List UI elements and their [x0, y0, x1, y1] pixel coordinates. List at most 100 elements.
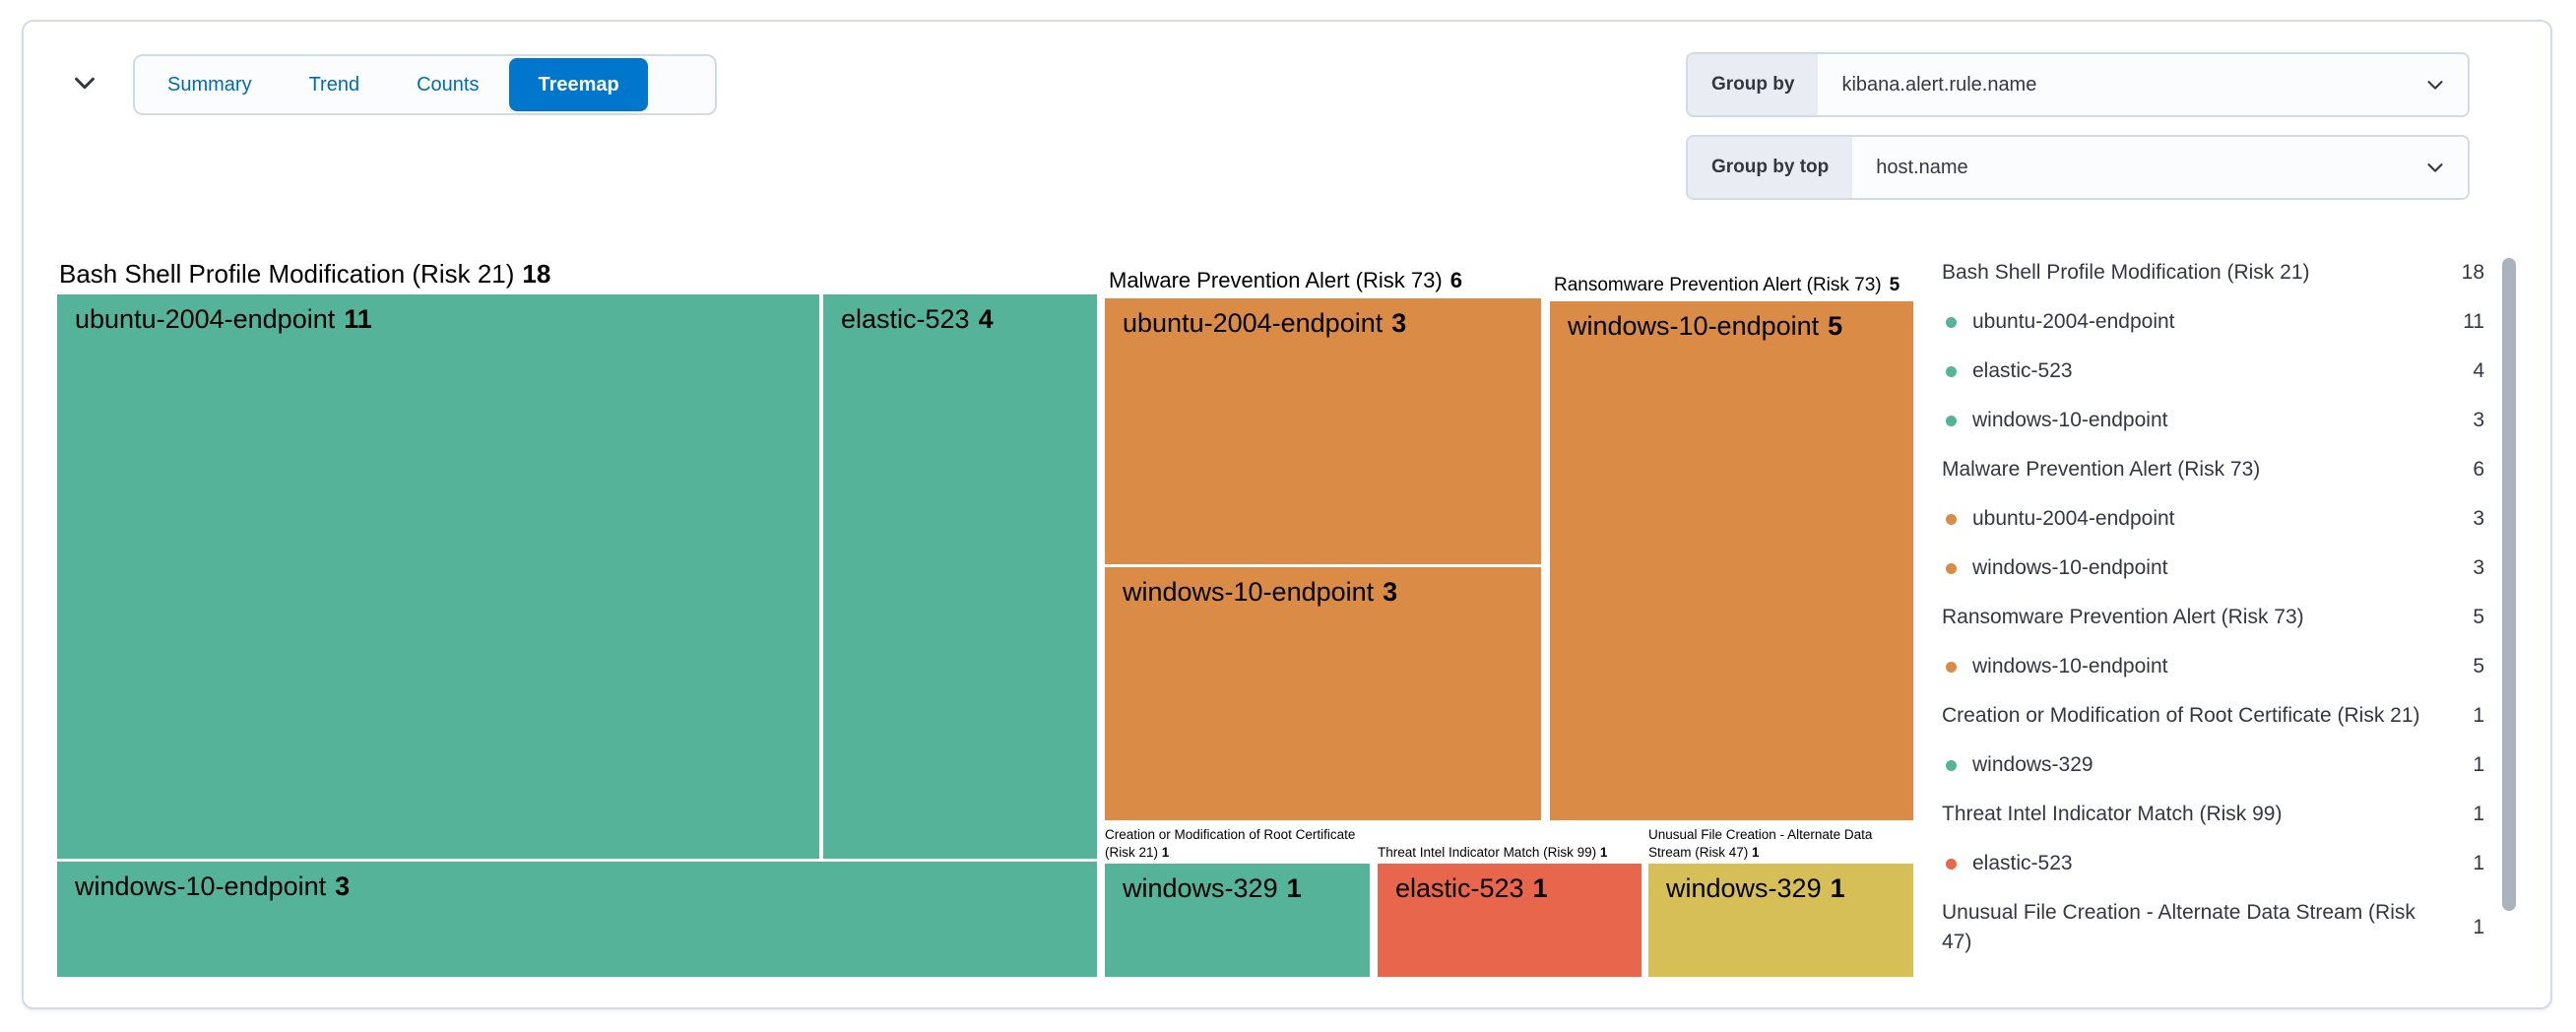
- block-count: 5: [1828, 311, 1843, 341]
- legend-count: 18: [2461, 261, 2484, 284]
- legend-group-row[interactable]: Creation or Modification of Root Certifi…: [1942, 691, 2484, 741]
- legend-label: windows-10-endpoint: [1972, 556, 2168, 579]
- treemap-group-header: Malware Prevention Alert (Risk 73) 6: [1109, 268, 1462, 293]
- legend-count: 1: [2473, 916, 2484, 938]
- legend-group-row[interactable]: Malware Prevention Alert (Risk 73) 6: [1942, 445, 2484, 494]
- legend-label: ubuntu-2004-endpoint: [1972, 507, 2175, 530]
- block-label: windows-10-endpoint: [75, 871, 327, 901]
- group-by-row: Group by kibana.alert.rule.name: [1686, 52, 2470, 117]
- legend-item-row[interactable]: windows-10-endpoint 3: [1942, 396, 2484, 445]
- legend-count: 11: [2463, 310, 2484, 333]
- legend-group-row[interactable]: Ransomware Prevention Alert (Risk 73) 5: [1942, 593, 2484, 642]
- tab-trend[interactable]: Trend: [281, 58, 389, 111]
- legend-item-row[interactable]: ubuntu-2004-endpoint 11: [1942, 297, 2484, 347]
- treemap-block[interactable]: windows-10-endpoint 5: [1550, 301, 1913, 820]
- view-mode-button-group: Summary Trend Counts Treemap: [133, 54, 717, 115]
- legend-item-row[interactable]: ubuntu-2004-endpoint 3: [1942, 494, 2484, 544]
- legend-color-dot: [1946, 415, 1957, 426]
- block-label: elastic-523: [841, 304, 970, 334]
- legend-count: 3: [2473, 409, 2484, 431]
- group-count: 1: [1752, 844, 1760, 860]
- group-count: 5: [1889, 275, 1900, 295]
- legend-count: 1: [2473, 704, 2484, 727]
- treemap-legend: Bash Shell Profile Modification (Risk 21…: [1942, 248, 2484, 967]
- treemap-block[interactable]: windows-329 1: [1648, 864, 1913, 977]
- legend-count: 3: [2473, 507, 2484, 530]
- legend-count: 3: [2473, 556, 2484, 579]
- treemap-block[interactable]: elastic-523 4: [823, 294, 1097, 859]
- treemap-group-header: Bash Shell Profile Modification (Risk 21…: [59, 259, 550, 290]
- legend-count: 6: [2473, 458, 2484, 481]
- legend-label: Ransomware Prevention Alert (Risk 73): [1942, 606, 2304, 628]
- tab-treemap[interactable]: Treemap: [509, 58, 648, 111]
- legend-color-dot: [1946, 858, 1957, 870]
- legend-label: Malware Prevention Alert (Risk 73): [1942, 458, 2261, 481]
- block-count: 11: [344, 304, 372, 334]
- legend-scrollbar-thumb[interactable]: [2502, 258, 2516, 911]
- treemap-block[interactable]: ubuntu-2004-endpoint 3: [1105, 298, 1541, 564]
- block-count: 1: [1830, 873, 1845, 903]
- group-by-select[interactable]: kibana.alert.rule.name: [1818, 54, 2468, 115]
- treemap-block[interactable]: ubuntu-2004-endpoint 11: [57, 294, 819, 859]
- group-name: Creation or Modification of Root Certifi…: [1105, 827, 1356, 860]
- block-count: 3: [335, 871, 351, 901]
- block-label: ubuntu-2004-endpoint: [75, 304, 336, 334]
- chevron-down-icon: [2422, 155, 2448, 180]
- block-count: 3: [1383, 577, 1398, 607]
- group-name: Unusual File Creation - Alternate Data S…: [1648, 827, 1873, 860]
- chevron-down-icon: [70, 68, 99, 97]
- legend-item-row[interactable]: windows-329 1: [1942, 741, 2484, 790]
- group-by-value: kibana.alert.rule.name: [1841, 73, 2037, 96]
- treemap-group-header: Creation or Modification of Root Certifi…: [1105, 826, 1383, 861]
- block-label: elastic-523: [1395, 873, 1524, 903]
- legend-color-dot: [1946, 562, 1957, 574]
- legend-count: 4: [2473, 359, 2484, 382]
- legend-count: 1: [2473, 803, 2484, 825]
- legend-label: elastic-523: [1972, 852, 2073, 874]
- legend-group-row[interactable]: Unusual File Creation - Alternate Data S…: [1942, 888, 2484, 967]
- legend-count: 1: [2473, 753, 2484, 776]
- chevron-down-icon: [2422, 72, 2448, 97]
- block-label: windows-329: [1123, 873, 1278, 903]
- block-label: ubuntu-2004-endpoint: [1123, 308, 1384, 338]
- legend-item-row[interactable]: elastic-523 1: [1942, 839, 2484, 888]
- treemap-block[interactable]: windows-329 1: [1105, 864, 1370, 977]
- collapse-panel-button[interactable]: [63, 63, 106, 102]
- legend-label: ubuntu-2004-endpoint: [1972, 310, 2175, 333]
- treemap-group-header: Unusual File Creation - Alternate Data S…: [1648, 826, 1902, 861]
- legend-label: Bash Shell Profile Modification (Risk 21…: [1942, 261, 2310, 284]
- legend-color-dot: [1946, 661, 1957, 673]
- legend-group-row[interactable]: Bash Shell Profile Modification (Risk 21…: [1942, 248, 2484, 297]
- block-count: 4: [978, 304, 994, 334]
- legend-color-dot: [1946, 759, 1957, 771]
- legend-group-row[interactable]: Threat Intel Indicator Match (Risk 99) 1: [1942, 790, 2484, 839]
- block-label: windows-10-endpoint: [1123, 577, 1375, 607]
- group-by-top-value: host.name: [1876, 156, 1968, 178]
- treemap-block[interactable]: elastic-523 1: [1378, 864, 1642, 977]
- legend-label: windows-10-endpoint: [1972, 409, 2168, 431]
- tab-counts[interactable]: Counts: [388, 58, 507, 111]
- treemap-group-header: Threat Intel Indicator Match (Risk 99) 1: [1378, 844, 1655, 862]
- treemap-block[interactable]: windows-10-endpoint 3: [1105, 567, 1541, 820]
- legend-item-row[interactable]: elastic-523 4: [1942, 347, 2484, 396]
- group-name: Ransomware Prevention Alert (Risk 73): [1554, 275, 1882, 295]
- group-by-top-select[interactable]: host.name: [1852, 137, 2468, 198]
- group-name: Threat Intel Indicator Match (Risk 99): [1378, 845, 1597, 860]
- block-count: 1: [1532, 873, 1548, 903]
- legend-label: Unusual File Creation - Alternate Data S…: [1942, 901, 2415, 953]
- group-name: Malware Prevention Alert (Risk 73): [1109, 268, 1443, 292]
- group-by-label: Group by: [1688, 54, 1819, 115]
- block-label: windows-329: [1666, 873, 1822, 903]
- legend-count: 5: [2473, 655, 2484, 677]
- legend-label: Creation or Modification of Root Certifi…: [1942, 704, 2420, 727]
- tab-summary[interactable]: Summary: [139, 58, 281, 111]
- legend-color-dot: [1946, 365, 1957, 377]
- legend-label: windows-10-endpoint: [1972, 655, 2168, 677]
- group-by-top-row: Group by top host.name: [1686, 135, 2470, 200]
- legend-color-dot: [1946, 316, 1957, 328]
- legend-item-row[interactable]: windows-10-endpoint 5: [1942, 642, 2484, 691]
- treemap-group-header: Ransomware Prevention Alert (Risk 73) 5: [1554, 275, 1900, 296]
- legend-item-row[interactable]: windows-10-endpoint 3: [1942, 544, 2484, 593]
- treemap-block[interactable]: windows-10-endpoint 3: [57, 862, 1097, 977]
